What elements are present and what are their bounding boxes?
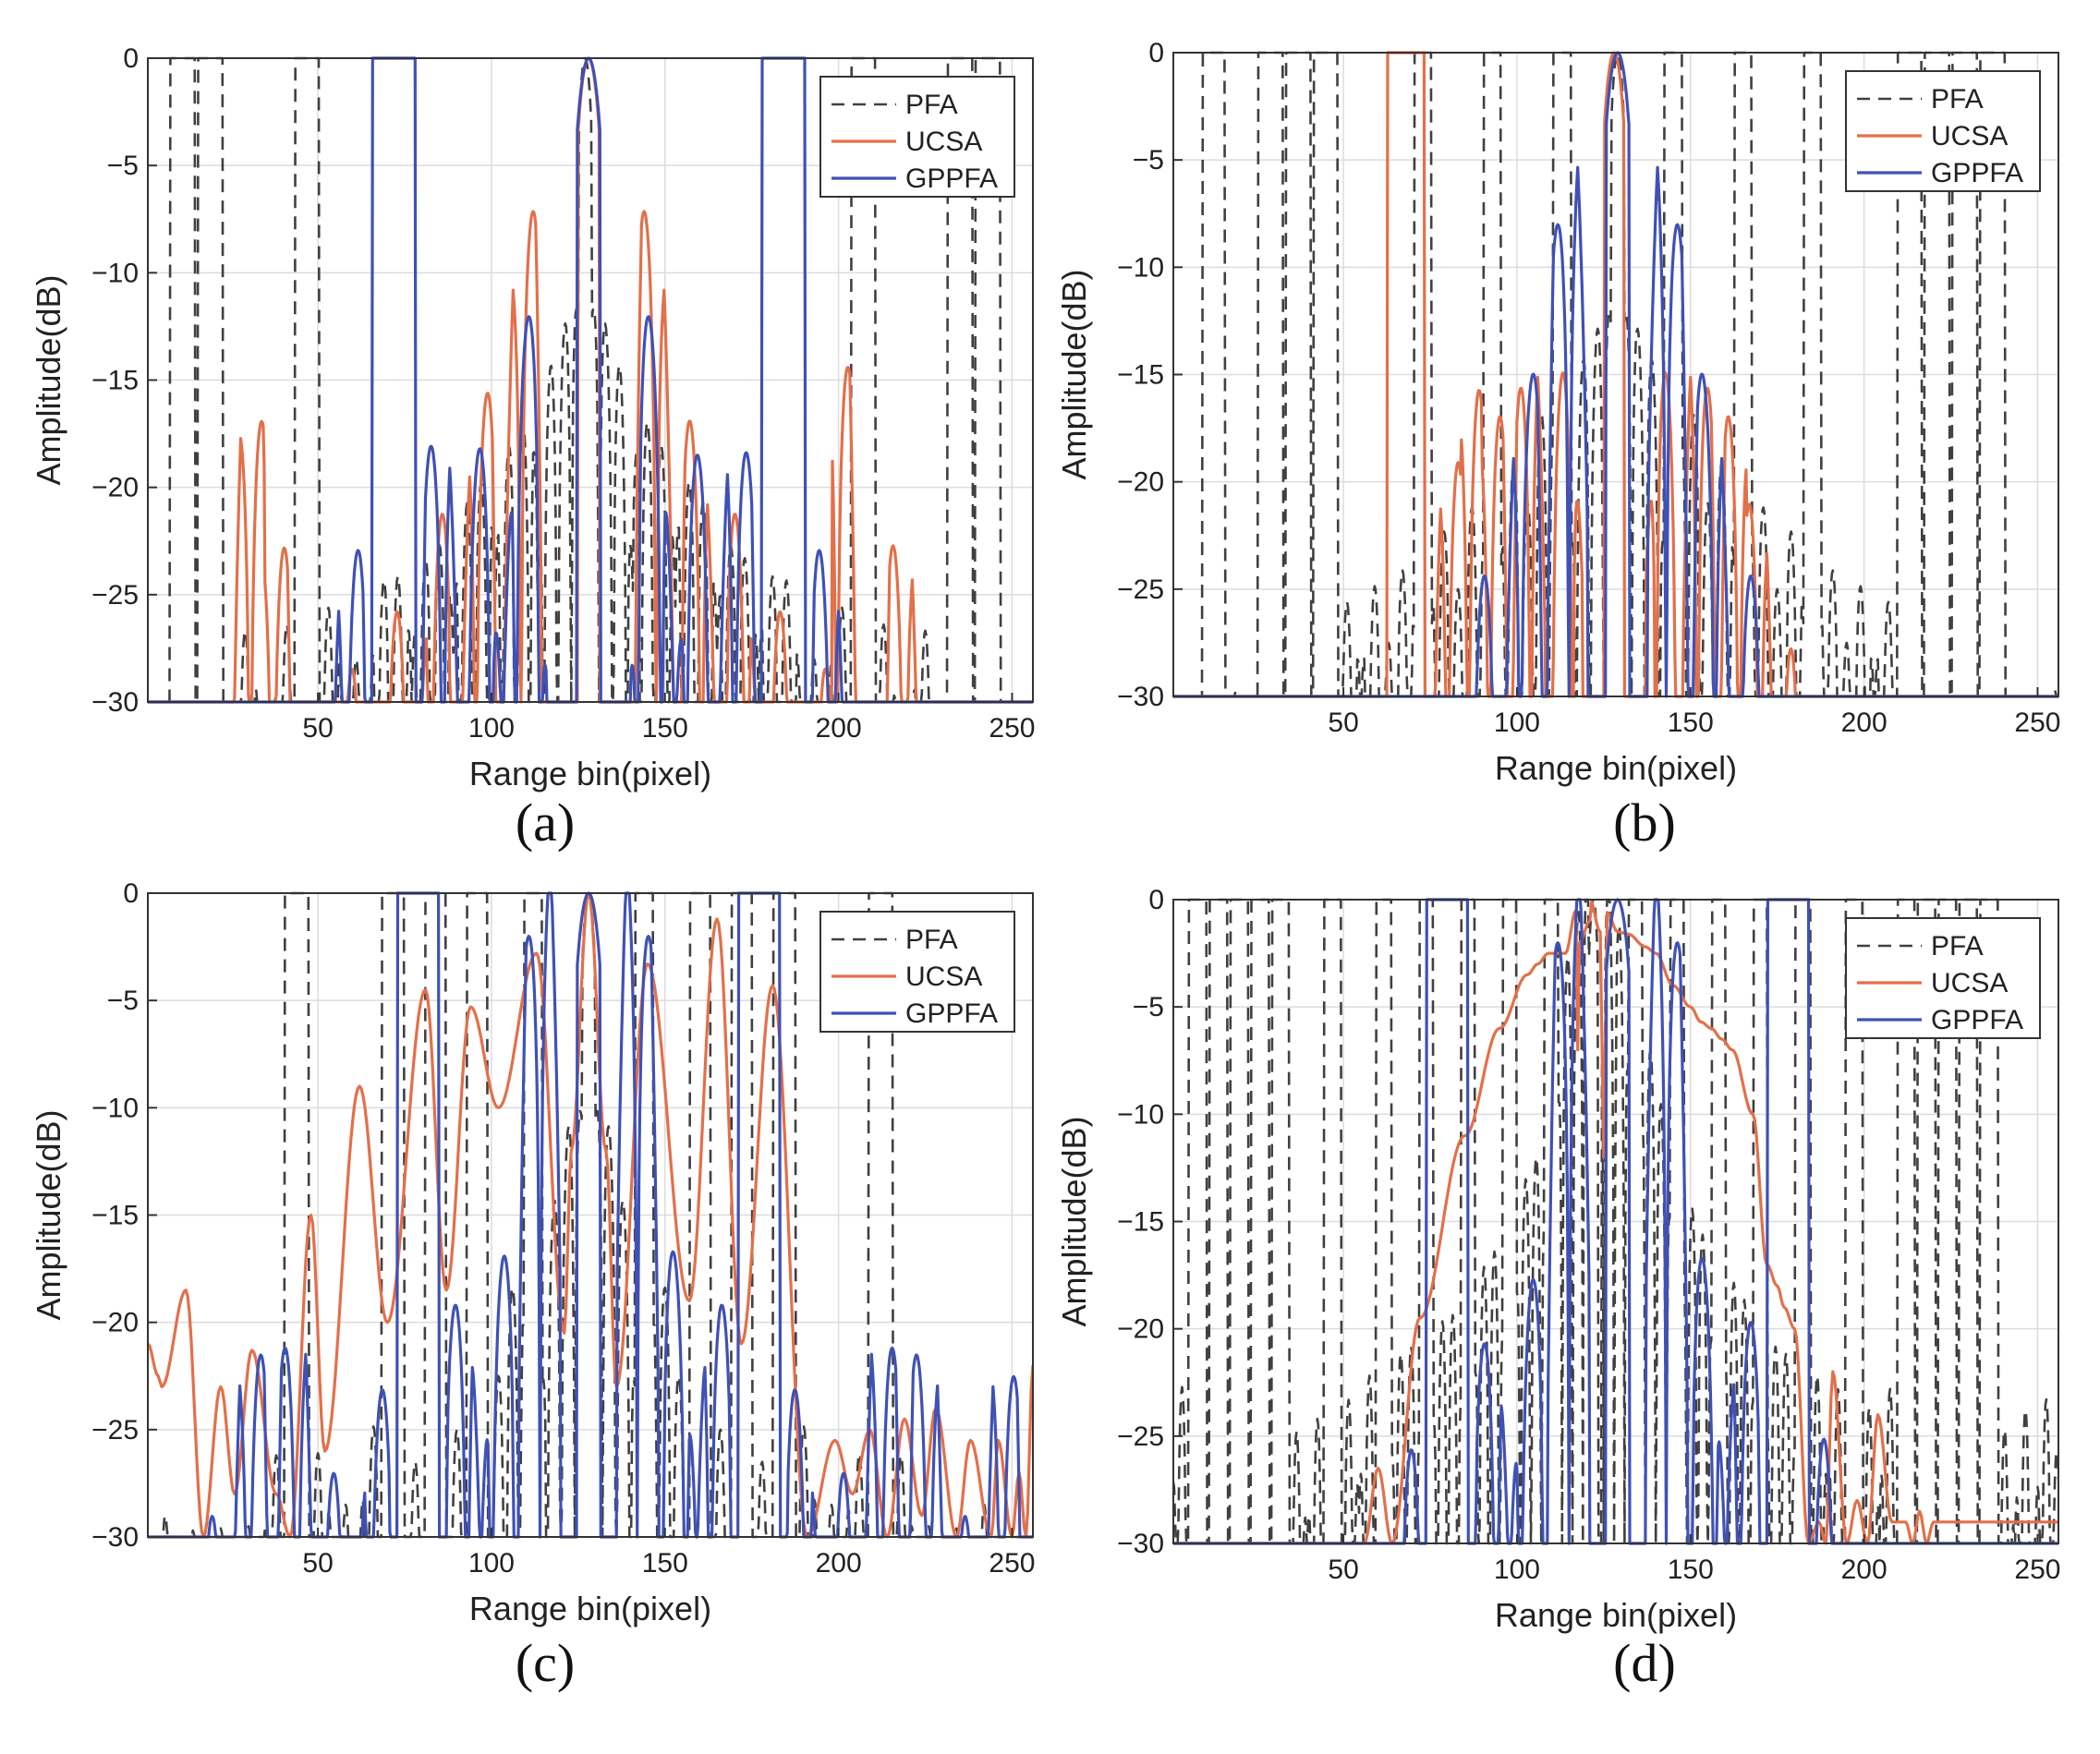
legend: PFA UCSA GPPFA [1845,70,2041,192]
legend: PFA UCSA GPPFA [819,76,1015,198]
y-tick-label: −20 [91,1308,139,1338]
x-tick-label: 50 [1328,1554,1358,1585]
x-tick-label: 50 [302,713,333,744]
x-tick-label: 100 [1494,1554,1540,1585]
y-tick-label: −30 [91,1522,139,1553]
y-tick-label: −15 [1117,360,1164,391]
legend-box [1845,917,2041,1039]
x-tick-label: 250 [989,713,1035,744]
x-axis-label: Range bin(pixel) [1495,1596,1737,1634]
panel-label: (b) [1613,792,1676,853]
x-tick-label: 150 [1668,1554,1714,1585]
y-tick-label: −5 [1133,992,1164,1022]
x-tick-label: 250 [2014,1554,2060,1585]
y-tick-label: −30 [1117,1529,1164,1559]
legend-label-pfa: PFA [905,90,958,120]
legend-label-gppfa: GPPFA [1931,158,2023,188]
legend-label-ucsa: UCSA [1931,121,2008,151]
x-tick-label: 150 [642,1548,688,1579]
x-tick-label: 100 [1494,708,1540,738]
x-axis-label: Range bin(pixel) [469,1590,711,1627]
y-tick-label: −25 [91,1415,139,1446]
y-tick-label: 0 [123,878,139,909]
y-tick-label: 0 [123,43,139,74]
x-tick-label: 50 [302,1548,333,1579]
x-tick-label: 200 [1841,1554,1888,1585]
chart-panel-c: 50 100 150 200 250 0 −5 −10 −15 −20 −25 −30 Range bi… [30,878,1035,1693]
y-tick-label: −20 [91,473,139,503]
y-axis-label: Amplitude(dB) [1055,269,1093,479]
x-tick-label: 50 [1328,708,1358,738]
y-tick-label: −15 [91,1201,139,1231]
y-tick-label: 0 [1148,885,1164,915]
y-tick-label: −10 [91,1093,139,1123]
x-tick-label: 200 [816,1548,862,1579]
panel-label: (d) [1613,1633,1676,1693]
y-tick-label: −20 [1117,467,1164,498]
legend-box [1845,70,2041,192]
y-tick-label: −10 [91,258,139,288]
panel-label: (c) [516,1633,575,1693]
y-tick-label: −25 [1117,575,1164,605]
legend-label-ucsa: UCSA [905,962,982,992]
y-tick-label: −15 [91,366,139,396]
x-tick-label: 150 [642,713,688,744]
y-tick-label: −25 [91,580,139,611]
x-tick-label: 200 [816,713,862,744]
x-tick-label: 100 [468,713,515,744]
legend-label-gppfa: GPPFA [1931,1005,2023,1035]
chart-panel-a: 50 100 150 200 250 0 −5 −10 −15 −20 −25 −30 Range bi… [30,43,1035,853]
panel-label: (a) [516,792,575,853]
chart-panel-d: 50 100 150 200 250 0 −5 −10 −15 −20 −25 −30 Range bi… [1055,885,2060,1693]
legend-label-pfa: PFA [1931,84,1984,115]
legend-label-ucsa: UCSA [1931,968,2008,998]
y-tick-label: −10 [1117,252,1164,283]
y-tick-label: −25 [1117,1421,1164,1452]
y-tick-label: −10 [1117,1099,1164,1130]
legend-label-ucsa: UCSA [905,127,982,157]
x-tick-label: 250 [2014,708,2060,738]
legend: PFA UCSA GPPFA [819,911,1015,1033]
y-axis-label: Amplitude(dB) [30,274,67,485]
legend-label-gppfa: GPPFA [905,998,998,1029]
legend: PFA UCSA GPPFA [1845,917,2041,1039]
y-tick-label: −15 [1117,1207,1164,1238]
legend-label-pfa: PFA [1931,931,1984,962]
x-tick-label: 250 [989,1548,1035,1579]
x-tick-label: 150 [1668,708,1714,738]
series-line-ucsa [148,891,1033,1539]
chart-panel-b: 50 100 150 200 250 0 −5 −10 −15 −20 −25 −30 Range bi… [1055,38,2060,853]
y-tick-label: 0 [1148,38,1164,68]
y-tick-label: −30 [1117,682,1164,712]
y-tick-label: −20 [1117,1314,1164,1345]
y-axis-label: Amplitude(dB) [1055,1116,1093,1326]
x-axis-label: Range bin(pixel) [469,755,711,792]
y-tick-label: −5 [1133,145,1164,175]
x-axis-label: Range bin(pixel) [1495,749,1737,787]
legend-box [819,76,1015,198]
legend-label-pfa: PFA [905,925,958,955]
legend-box [819,911,1015,1033]
series-line-pfa [1173,898,2058,1545]
y-tick-label: −5 [107,151,139,181]
x-tick-label: 200 [1841,708,1888,738]
y-axis-label: Amplitude(dB) [30,1109,67,1320]
y-tick-label: −5 [107,986,139,1016]
y-tick-label: −30 [91,687,139,718]
x-tick-label: 100 [468,1548,515,1579]
legend-label-gppfa: GPPFA [905,163,998,194]
